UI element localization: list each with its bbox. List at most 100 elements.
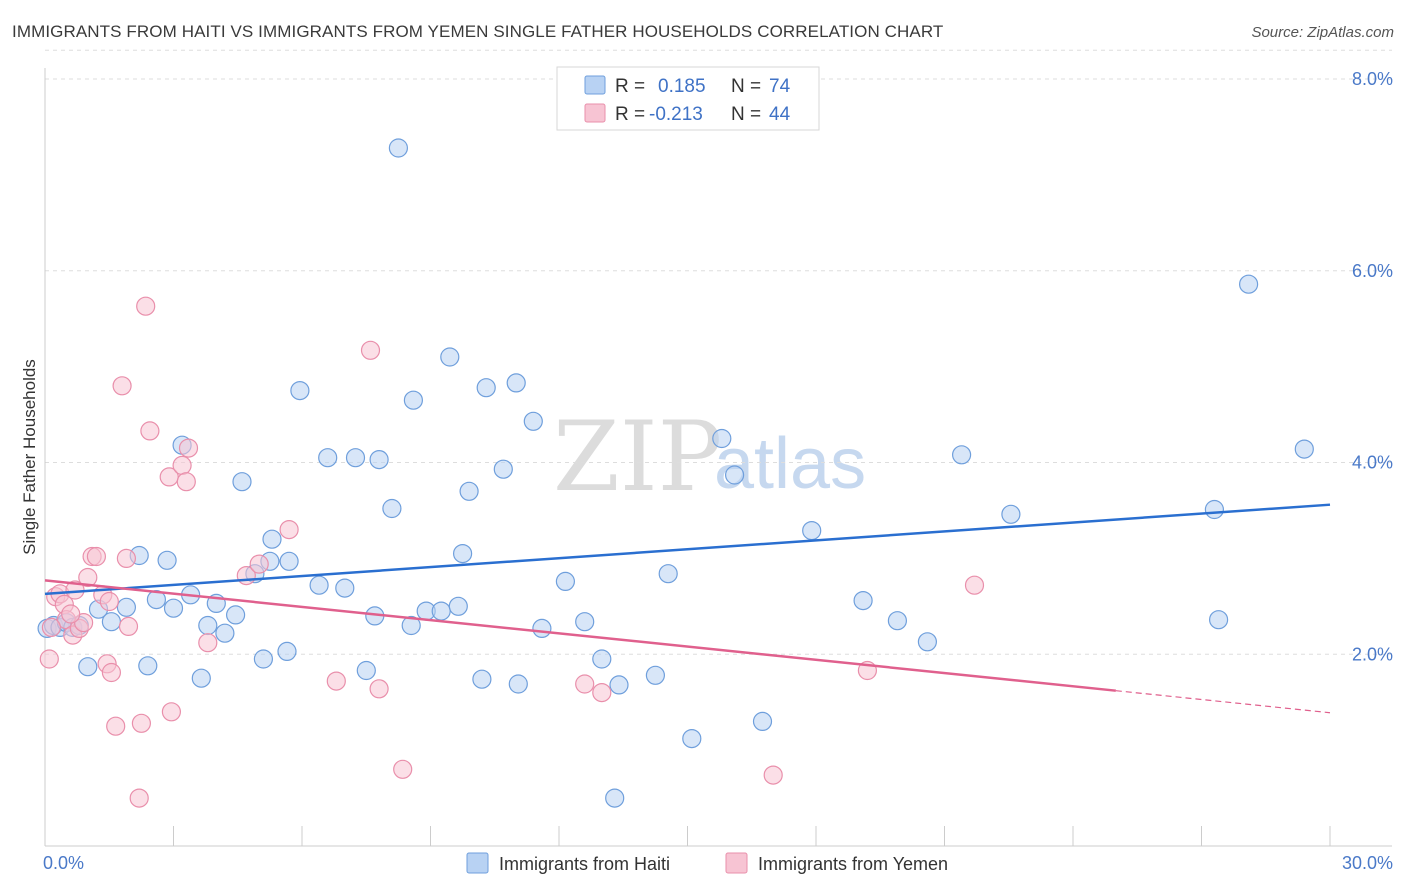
chart-title: IMMIGRANTS FROM HAITI VS IMMIGRANTS FROM… <box>12 22 944 41</box>
haiti-point <box>1294 439 1314 459</box>
haiti-point <box>645 665 666 685</box>
haiti-point <box>605 788 625 808</box>
haiti-point <box>262 529 282 549</box>
haiti-point <box>138 656 158 676</box>
y-tick-label: 8.0% <box>1352 69 1393 89</box>
legend-r-label-yemen: R = <box>615 104 645 125</box>
haiti-point <box>448 596 468 616</box>
yemen-point <box>172 455 192 475</box>
yemen-point <box>39 649 59 669</box>
haiti-point <box>658 564 678 584</box>
y-tick-label: 2.0% <box>1352 644 1393 664</box>
legend-swatch-haiti <box>584 75 606 95</box>
bottom-legend-swatch-haiti <box>466 852 489 874</box>
y-axis-label: Single Father Households <box>20 359 39 555</box>
haiti-point <box>318 448 338 468</box>
haiti-point <box>356 660 376 681</box>
yemen-point <box>78 567 98 588</box>
yemen-point <box>592 682 612 703</box>
haiti-point <box>157 550 177 570</box>
yemen-trend-line-extension <box>1115 690 1331 714</box>
watermark-zip: ZIP <box>553 401 722 513</box>
y-tick-label: 4.0% <box>1352 453 1393 473</box>
yemen-point <box>140 421 160 441</box>
chart-source: Source: ZipAtlas.com <box>1251 24 1394 41</box>
haiti-point <box>279 551 299 571</box>
haiti-point <box>226 605 246 625</box>
yemen-point <box>61 604 81 624</box>
haiti-point <box>506 373 526 393</box>
haiti-point <box>523 411 543 431</box>
haiti-point <box>277 641 297 662</box>
legend-r-haiti: 0.185 <box>658 76 706 97</box>
legend-n-yemen: 44 <box>769 104 791 125</box>
legend-n-haiti: 74 <box>769 76 791 97</box>
yemen-point <box>178 438 199 458</box>
yemen-point <box>99 591 119 612</box>
haiti-point <box>453 543 473 564</box>
haiti-point <box>163 598 184 618</box>
haiti-point <box>724 465 745 485</box>
legend: R = 0.185 N = 74 R = -0.213 N = 44 <box>556 66 820 131</box>
x-ticks <box>44 826 1331 846</box>
haiti-point <box>1001 504 1021 524</box>
watermark: ZIP atlas <box>553 401 866 513</box>
y-tick-label: 6.0% <box>1352 261 1393 281</box>
y-tick-labels: 2.0% 4.0% 6.0% 8.0% <box>1352 69 1393 664</box>
haiti-point <box>472 669 492 689</box>
yemen-point <box>360 340 381 360</box>
yemen-point <box>964 575 985 595</box>
haiti-point <box>508 674 528 694</box>
yemen-point <box>161 702 181 722</box>
haiti-point <box>345 448 366 468</box>
yemen-point <box>136 296 156 316</box>
haiti-point <box>712 428 732 449</box>
haiti-point <box>335 578 355 598</box>
haiti-point <box>215 623 235 643</box>
yemen-point <box>106 716 126 736</box>
bottom-legend-swatch-yemen <box>725 852 748 874</box>
yemen-point <box>129 788 149 808</box>
bottom-legend-label-haiti: Immigrants from Haiti <box>499 854 670 874</box>
legend-r-yemen: -0.213 <box>649 104 703 125</box>
haiti-point <box>1204 499 1225 520</box>
yemen-point <box>176 472 196 492</box>
haiti-point <box>440 347 460 367</box>
haiti-point <box>802 520 822 541</box>
yemen-point <box>326 671 346 691</box>
haiti-point <box>388 138 408 158</box>
yemen-point <box>112 376 132 396</box>
haiti-point <box>752 711 773 732</box>
haiti-point <box>403 390 423 410</box>
yemen-point <box>131 713 151 733</box>
haiti-point <box>917 632 938 652</box>
trend-lines <box>44 503 1331 714</box>
haiti-point <box>431 601 451 621</box>
data-points <box>37 138 1314 808</box>
bottom-legend: Immigrants from Haiti Immigrants from Ye… <box>466 852 948 874</box>
watermark-atlas: atlas <box>714 424 866 504</box>
x-tick-label-max: 30.0% <box>1342 853 1393 873</box>
haiti-point <box>232 472 252 492</box>
yemen-point <box>116 548 137 569</box>
haiti-point <box>78 657 98 677</box>
yemen-point <box>41 617 62 638</box>
haiti-point <box>290 381 310 401</box>
legend-swatch-yemen <box>584 103 606 123</box>
yemen-point <box>393 759 413 779</box>
haiti-point <box>382 498 402 519</box>
haiti-point <box>887 611 908 631</box>
haiti-point <box>532 618 552 639</box>
haiti-point <box>555 571 576 592</box>
haiti-point <box>575 612 595 632</box>
haiti-point <box>853 590 873 611</box>
haiti-point <box>253 649 273 669</box>
haiti-point <box>493 459 513 479</box>
haiti-point <box>459 481 479 501</box>
x-tick-label-min: 0.0% <box>43 853 84 873</box>
bottom-legend-label-yemen: Immigrants from Yemen <box>758 854 948 874</box>
haiti-point <box>609 675 629 695</box>
yemen-point <box>198 633 218 653</box>
legend-r-label-haiti: R = <box>615 76 645 97</box>
